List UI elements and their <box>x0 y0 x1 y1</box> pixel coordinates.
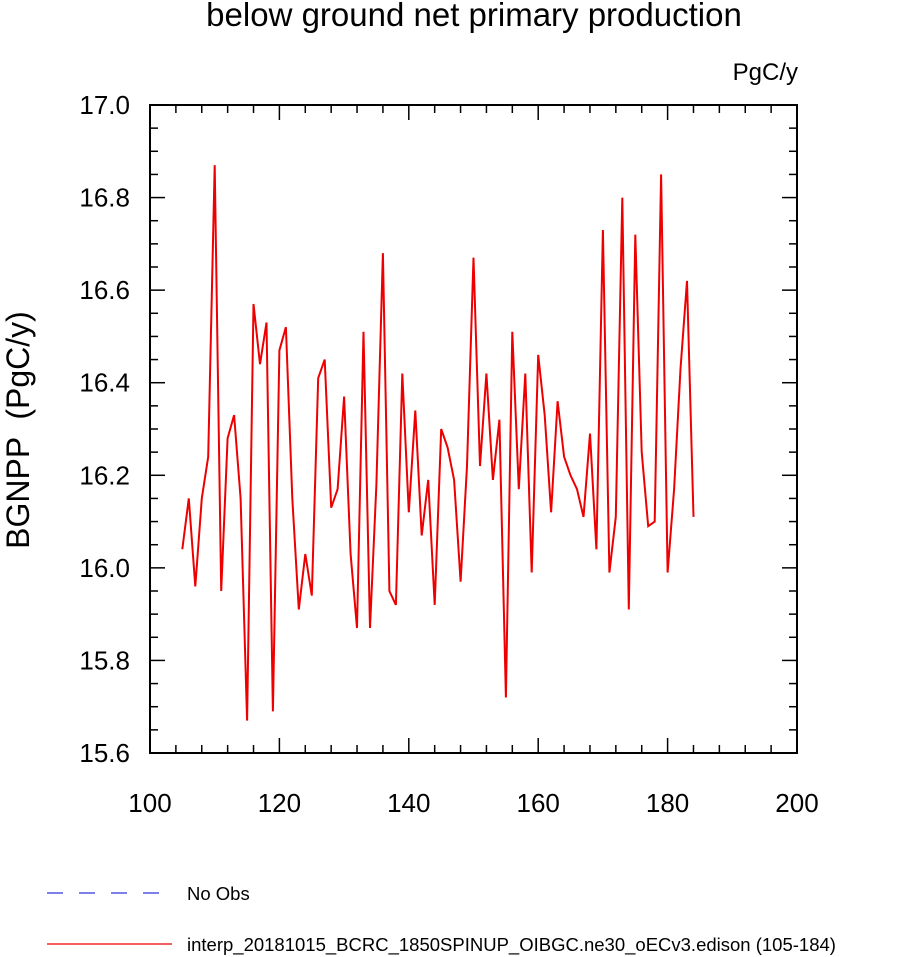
plot-area: 100 120 140 160 180 200 15.6 15.8 16.0 16.2 16.4 16… <box>79 90 818 818</box>
x-tick-label: 200 <box>775 788 818 818</box>
chart-title: below ground net primary production <box>206 0 742 33</box>
units-label: PgC/y <box>733 59 798 86</box>
x-tick-label: 140 <box>387 788 430 818</box>
y-tick-label: 16.0 <box>79 553 130 583</box>
y-tick-label: 16.8 <box>79 183 130 213</box>
y-tick-label: 17.0 <box>79 90 130 120</box>
y-tick-label: 16.2 <box>79 460 130 490</box>
legend: No Obs interp_20181015_BCRC_1850SPINUP_OI… <box>47 883 836 956</box>
legend-label: interp_20181015_BCRC_1850SPINUP_OIBGC.ne… <box>187 934 836 956</box>
y-tick-label: 16.6 <box>79 275 130 305</box>
x-tick-label: 120 <box>258 788 301 818</box>
y-tick-label: 15.8 <box>79 645 130 675</box>
x-tick-label: 100 <box>128 788 171 818</box>
y-tick-label: 16.4 <box>79 368 130 398</box>
legend-label: No Obs <box>187 883 250 904</box>
y-tick-label: 15.6 <box>79 738 130 768</box>
series-line <box>181 165 695 721</box>
x-tick-label: 160 <box>517 788 560 818</box>
y-axis-label: BGNPP (PgC/y) <box>0 311 36 549</box>
x-tick-label: 180 <box>646 788 689 818</box>
plot-frame <box>149 104 798 754</box>
